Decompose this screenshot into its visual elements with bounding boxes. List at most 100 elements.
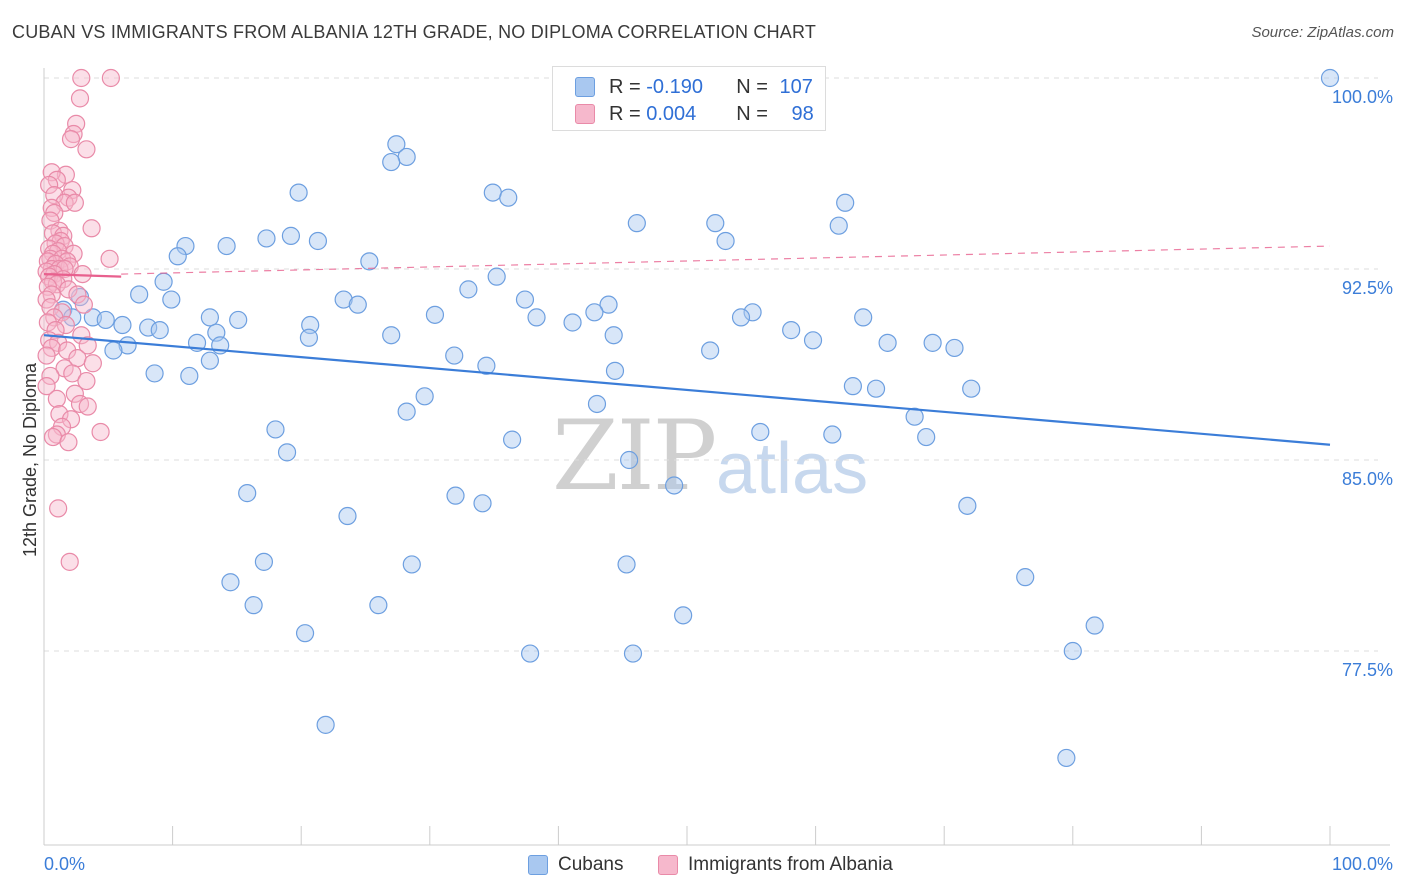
- albania-point: [56, 165, 75, 184]
- cubans-point: [945, 338, 964, 358]
- cubans-point: [104, 341, 123, 360]
- cubans-point: [217, 236, 236, 256]
- cubans-point: [176, 236, 195, 256]
- cubans-point: [878, 333, 897, 352]
- cubans-point: [154, 272, 173, 291]
- cubans-point: [168, 247, 187, 266]
- cubans-point: [257, 229, 276, 248]
- cubans-point: [63, 308, 82, 327]
- cubans-point: [1016, 568, 1035, 587]
- cubans-point: [674, 606, 693, 625]
- cubans-point: [277, 443, 297, 462]
- cubans-point: [382, 152, 401, 172]
- cubans-point: [397, 402, 416, 421]
- watermark-atlas: atlas: [716, 429, 869, 509]
- cubans-point: [382, 326, 401, 345]
- cubans-point: [854, 308, 873, 327]
- albania-point: [74, 295, 93, 314]
- cubans-point: [823, 425, 842, 444]
- bottom-legend-label-cubans: Cubans: [558, 854, 624, 875]
- albania-point: [38, 313, 57, 332]
- y-tick-label: 85.0%: [1342, 469, 1393, 489]
- cubans-point: [527, 308, 546, 327]
- cubans-point: [829, 216, 848, 235]
- legend-row-cubans: R = -0.190 N = 107: [575, 74, 813, 100]
- cubans-point: [477, 356, 496, 375]
- legend-row-albania: R = 0.004 N = 98: [575, 101, 814, 127]
- albania-point: [68, 285, 87, 304]
- albania-point: [60, 552, 79, 571]
- albania-point: [49, 499, 68, 518]
- cubans-point: [905, 407, 924, 426]
- cubans-point: [360, 252, 379, 271]
- cubans-point: [348, 295, 367, 314]
- albania-point: [37, 346, 56, 365]
- cubans-point: [515, 290, 535, 309]
- legend-n-label: N =: [736, 102, 774, 125]
- cubans-point: [1063, 641, 1082, 661]
- cubans-point: [917, 427, 936, 447]
- cubans-point: [716, 231, 735, 251]
- cubans-point: [585, 303, 604, 322]
- cubans-point: [308, 231, 328, 251]
- chart-title: CUBAN VS IMMIGRANTS FROM ALBANIA 12TH GR…: [12, 22, 817, 42]
- cubans-point: [503, 430, 522, 449]
- cubans-point: [665, 476, 684, 495]
- cubans-point: [483, 183, 502, 202]
- bottom-legend-label-albania: Immigrants from Albania: [688, 854, 893, 875]
- cubans-point: [316, 715, 335, 734]
- legend-n-label: N =: [736, 75, 774, 98]
- cubans-point: [605, 361, 625, 380]
- cubans-trend-line: [43, 334, 1331, 446]
- albania-point: [37, 377, 56, 396]
- albania-point: [41, 298, 60, 317]
- cubans-point: [782, 321, 801, 340]
- cubans-point: [1085, 616, 1104, 635]
- albania-point: [65, 384, 84, 403]
- legend-swatch-cubans: [575, 77, 595, 97]
- cubans-point: [459, 280, 478, 299]
- bottom-legend-cubans: Cubans: [528, 852, 624, 878]
- albania-point: [72, 68, 91, 88]
- correlation-legend: R = -0.190 N = 107 R = 0.004 N = 98: [552, 66, 826, 131]
- albania-point: [40, 175, 59, 195]
- cubans-point: [1057, 748, 1076, 768]
- x-tick-label-right: 100.0%: [1332, 854, 1393, 874]
- albania-point: [82, 219, 101, 238]
- y-axis-label: 12th Grade, No Diploma: [20, 362, 40, 557]
- albania-point: [59, 433, 78, 452]
- cubans-point: [254, 552, 274, 571]
- cubans-point: [113, 315, 132, 335]
- y-tick-label: 92.5%: [1342, 278, 1393, 298]
- cubans-point: [701, 341, 720, 360]
- albania-point: [83, 354, 102, 373]
- albania-point: [101, 68, 120, 88]
- legend-r-label: R =: [609, 75, 647, 98]
- cubans-point: [1320, 68, 1340, 88]
- cubans-point: [620, 450, 639, 470]
- albania-point: [91, 422, 110, 442]
- cubans-point: [299, 328, 319, 347]
- albania-point: [70, 89, 90, 108]
- albania-point: [56, 315, 75, 335]
- cubans-point: [604, 326, 623, 345]
- cubans-point: [244, 596, 263, 615]
- cubans-point: [803, 331, 823, 350]
- cubans-point: [499, 188, 518, 207]
- cubans-point: [289, 183, 308, 202]
- legend-r-value-cubans: -0.190: [646, 75, 703, 98]
- legend-n-value-cubans: 107: [779, 75, 813, 98]
- cubans-point: [402, 555, 421, 574]
- cubans-point: [617, 555, 636, 574]
- cubans-point: [180, 366, 199, 386]
- cubans-point: [599, 295, 618, 314]
- cubans-point: [295, 624, 315, 643]
- watermark-zip: ZIP: [552, 400, 717, 512]
- cubans-point: [923, 333, 942, 352]
- x-tick-label-left: 0.0%: [44, 854, 85, 874]
- cubans-point: [473, 494, 492, 513]
- cubans-point: [587, 394, 607, 414]
- legend-r-label: R =: [609, 102, 647, 125]
- albania-trend-line-dashed: [121, 245, 1331, 275]
- cubans-point: [139, 318, 158, 337]
